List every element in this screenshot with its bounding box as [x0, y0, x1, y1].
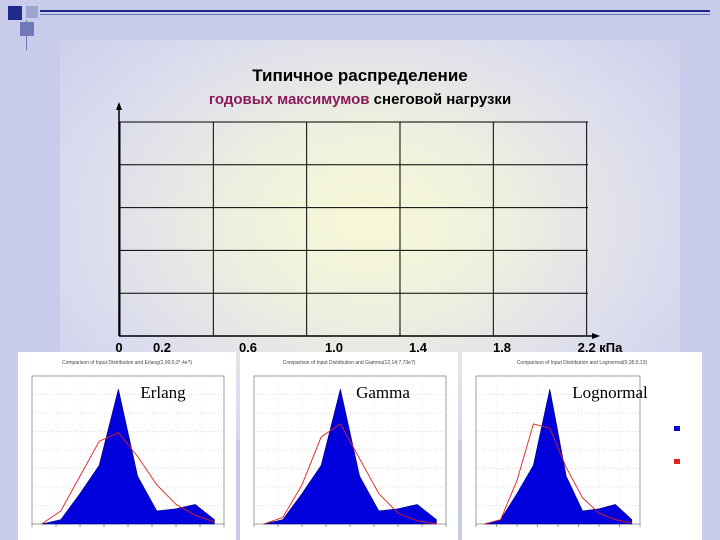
- distribution-label: Gamma: [356, 383, 410, 402]
- lognormal-plot: Comparison of Input Distribution and Log…: [475, 360, 680, 527]
- fit-curve: [484, 423, 632, 525]
- x-tick-label: 0: [115, 340, 122, 355]
- gamma-plot: Comparison of Input Distribution and Gam…: [253, 360, 447, 527]
- panel-gamma: Comparison of Input Distribution and Gam…: [240, 352, 458, 540]
- x-axis-arrow: [592, 333, 600, 339]
- distribution-label: Erlang: [140, 383, 186, 402]
- histogram-area: [484, 388, 633, 525]
- x-tick-label: 1,4: [409, 340, 428, 355]
- histogram-area: [263, 388, 437, 525]
- panel-lognormal: Comparison of Input Distribution and Log…: [462, 352, 702, 540]
- panel-caption: Comparison of Input Distribution and Log…: [517, 360, 648, 366]
- corner-square-mid: [20, 22, 34, 36]
- x-tick-label: 1,0: [325, 340, 343, 355]
- y-axis-arrow: [116, 102, 122, 110]
- panel-caption: Comparison of Input Distribution and Erl…: [62, 360, 192, 366]
- legend-swatch-input: [674, 426, 680, 431]
- header-rule: [40, 10, 710, 12]
- side-rule: [26, 20, 27, 50]
- x-tick-label: 0,6: [239, 340, 257, 355]
- corner-square-light: [26, 6, 38, 18]
- erlang-plot: Comparison of Input Distribution and Erl…: [31, 360, 225, 527]
- legend-swatch-fit: [674, 459, 680, 464]
- distribution-label: Lognormal: [572, 383, 648, 402]
- title-highlight: годовых максимумов: [208, 91, 370, 108]
- fit-curve: [41, 432, 215, 525]
- histogram-area: [41, 388, 215, 525]
- title-rest: снеговой нагрузки: [369, 91, 512, 108]
- corner-square-dark: [8, 6, 22, 20]
- chart-title-line1: Типичное распределение: [252, 66, 468, 85]
- x-tick-label: 2,2 кПа: [578, 340, 624, 355]
- chart-title-line2: годовых максимумов снеговой нагрузки: [0, 91, 720, 108]
- header-rule-thin: [40, 14, 710, 15]
- x-tick-label: 0,2: [153, 340, 171, 355]
- panel-caption: Comparison of Input Distribution and Gam…: [283, 360, 416, 366]
- x-tick-label: 1,8: [493, 340, 511, 355]
- fit-curve: [263, 423, 437, 525]
- panel-erlang: Comparison of Input Distribution and Erl…: [18, 352, 236, 540]
